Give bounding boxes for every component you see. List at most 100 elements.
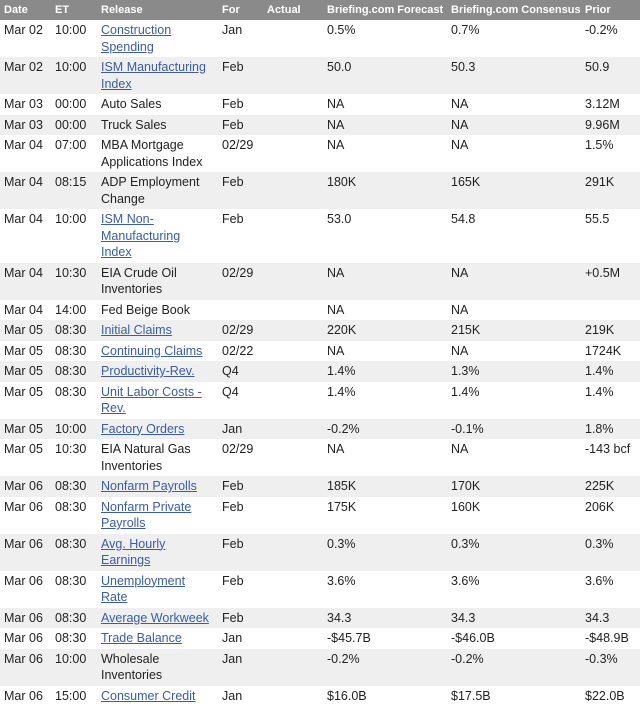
cell-consensus: 165K — [447, 172, 581, 209]
cell-forecast: 0.5% — [323, 20, 447, 57]
cell-et: 10:00 — [51, 649, 97, 686]
cell-date: Mar 05 — [0, 341, 51, 362]
cell-for: Jan — [218, 686, 263, 706]
cell-actual — [263, 628, 323, 649]
cell-consensus: NA — [447, 135, 581, 172]
cell-date: Mar 03 — [0, 115, 51, 136]
cell-actual — [263, 608, 323, 629]
cell-actual — [263, 497, 323, 534]
cell-et: 08:15 — [51, 172, 97, 209]
column-header-for: For — [218, 0, 263, 20]
cell-date: Mar 02 — [0, 20, 51, 57]
release-link[interactable]: Average Workweek — [101, 611, 209, 625]
cell-consensus: NA — [447, 115, 581, 136]
release-link[interactable]: Initial Claims — [101, 323, 172, 337]
cell-et: 10:00 — [51, 209, 97, 263]
cell-release: Trade Balance — [97, 628, 218, 649]
cell-consensus: -0.1% — [447, 419, 581, 440]
cell-release: Truck Sales — [97, 115, 218, 136]
release-link[interactable]: Avg. Hourly Earnings — [101, 537, 165, 568]
cell-date: Mar 05 — [0, 439, 51, 476]
column-header-forecast: Briefing.com Forecast — [323, 0, 447, 20]
cell-forecast: -0.2% — [323, 419, 447, 440]
cell-date: Mar 05 — [0, 382, 51, 419]
cell-forecast: $16.0B — [323, 686, 447, 706]
release-link[interactable]: Productivity-Rev. — [101, 364, 195, 378]
cell-consensus: 34.3 — [447, 608, 581, 629]
table-body: Mar 02 10:00 Construction Spending Jan 0.5% 0… — [0, 20, 640, 706]
cell-for — [218, 300, 263, 321]
cell-prior: 9.96M — [581, 115, 640, 136]
column-header-et: ET — [51, 0, 97, 20]
cell-prior: 1724K — [581, 341, 640, 362]
release-link[interactable]: Consumer Credit — [101, 689, 195, 703]
cell-for: Feb — [218, 497, 263, 534]
cell-actual — [263, 341, 323, 362]
cell-consensus: 50.3 — [447, 57, 581, 94]
release-link[interactable]: Unemployment Rate — [101, 574, 185, 605]
cell-forecast: NA — [323, 300, 447, 321]
column-header-consensus: Briefing.com Consensus — [447, 0, 581, 20]
cell-prior: 3.12M — [581, 94, 640, 115]
release-link[interactable]: Factory Orders — [101, 422, 184, 436]
release-link[interactable]: Nonfarm Private Payrolls — [101, 500, 191, 531]
column-header-actual: Actual — [263, 0, 323, 20]
cell-release: EIA Natural Gas Inventories — [97, 439, 218, 476]
cell-forecast: 34.3 — [323, 608, 447, 629]
cell-consensus: 0.3% — [447, 534, 581, 571]
cell-prior: 1.8% — [581, 419, 640, 440]
release-link[interactable]: ISM Manufacturing Index — [101, 60, 206, 91]
cell-consensus: -0.2% — [447, 649, 581, 686]
release-link[interactable]: Nonfarm Payrolls — [101, 479, 197, 493]
cell-consensus: 3.6% — [447, 571, 581, 608]
cell-release: MBA Mortgage Applications Index — [97, 135, 218, 172]
cell-prior: 1.5% — [581, 135, 640, 172]
cell-consensus: NA — [447, 300, 581, 321]
cell-et: 10:30 — [51, 439, 97, 476]
cell-for: 02/29 — [218, 320, 263, 341]
release-link[interactable]: Trade Balance — [101, 631, 182, 645]
cell-for: Jan — [218, 649, 263, 686]
cell-forecast: 0.3% — [323, 534, 447, 571]
cell-for: Feb — [218, 209, 263, 263]
cell-et: 08:30 — [51, 382, 97, 419]
cell-actual — [263, 57, 323, 94]
cell-date: Mar 05 — [0, 320, 51, 341]
cell-prior: 1.4% — [581, 382, 640, 419]
cell-et: 10:30 — [51, 263, 97, 300]
cell-prior: -$48.9B — [581, 628, 640, 649]
cell-forecast: 175K — [323, 497, 447, 534]
cell-forecast: NA — [323, 341, 447, 362]
release-link[interactable]: Unit Labor Costs - Rev. — [101, 385, 202, 416]
cell-forecast: -0.2% — [323, 649, 447, 686]
cell-for: Jan — [218, 628, 263, 649]
cell-actual — [263, 263, 323, 300]
cell-forecast: NA — [323, 439, 447, 476]
cell-date: Mar 06 — [0, 476, 51, 497]
cell-release: ISM Non-Manufacturing Index — [97, 209, 218, 263]
cell-release: Initial Claims — [97, 320, 218, 341]
cell-et: 08:30 — [51, 571, 97, 608]
cell-et: 15:00 — [51, 686, 97, 706]
cell-date: Mar 06 — [0, 686, 51, 706]
cell-for: Jan — [218, 419, 263, 440]
release-link[interactable]: Construction Spending — [101, 23, 171, 54]
cell-date: Mar 05 — [0, 419, 51, 440]
release-link[interactable]: Continuing Claims — [101, 344, 202, 358]
cell-forecast: NA — [323, 115, 447, 136]
cell-for: Feb — [218, 534, 263, 571]
release-link[interactable]: ISM Non-Manufacturing Index — [101, 212, 180, 259]
cell-actual — [263, 209, 323, 263]
cell-release: Consumer Credit — [97, 686, 218, 706]
cell-date: Mar 06 — [0, 571, 51, 608]
cell-prior: 0.3% — [581, 534, 640, 571]
cell-date: Mar 03 — [0, 94, 51, 115]
cell-date: Mar 04 — [0, 263, 51, 300]
cell-et: 08:30 — [51, 497, 97, 534]
cell-consensus: NA — [447, 94, 581, 115]
